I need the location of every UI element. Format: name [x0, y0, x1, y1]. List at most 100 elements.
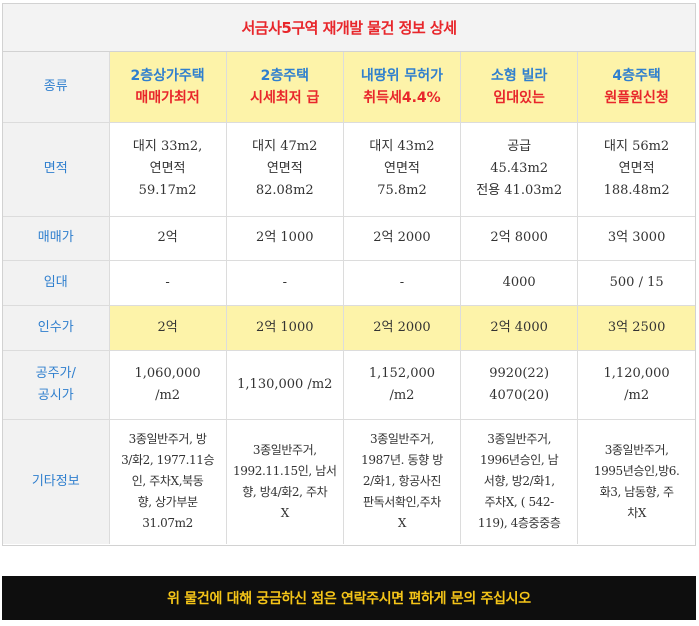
cell-line: 1,120,000	[603, 365, 670, 381]
label-area: 면적	[3, 122, 110, 217]
takeover-cell-3: 2억 2000	[343, 305, 462, 351]
kind-top: 소형 빌라	[490, 67, 548, 84]
label-rent: 임대	[3, 260, 110, 306]
rent-cell-4: 4000	[460, 260, 579, 306]
kind-bottom: 원플원신청	[604, 89, 669, 106]
cell-line: 188.48m2	[603, 183, 670, 198]
kind-top: 내땅위 무허가	[360, 67, 444, 84]
sale-cell-4: 2억 8000	[460, 216, 579, 261]
takeover-cell-5: 3억 2500	[577, 305, 695, 351]
kind-bottom: 매매가최저	[135, 89, 200, 106]
label-kind: 종류	[3, 52, 110, 123]
cell-line: 대지 33m2,	[132, 139, 203, 154]
row-area: 면적 대지 33m2, 연면적 59.17m2 대지 47m2 연면적 82.08m2 …	[3, 122, 695, 217]
cell-line: 31.07m2	[142, 516, 193, 531]
cell-line: 1987년. 동향 방	[361, 453, 443, 468]
sale-cell-3: 2억 2000	[343, 216, 462, 261]
cell-line: 3종일반주거,	[604, 442, 669, 457]
rent-cell-1: -	[109, 260, 227, 306]
cell-line: /m2	[624, 387, 650, 403]
cell-line: 주차X, ( 542-	[484, 495, 555, 510]
page-title: 서금사5구역 재개발 물건 정보 상세	[3, 4, 695, 52]
rent-cell-3: -	[343, 260, 462, 306]
cell-line: 59.17m2	[138, 183, 197, 198]
cell-line: 1,130,000 /m2	[237, 376, 333, 392]
kind-top: 4층주택	[612, 67, 661, 84]
cell-line: 공주가/	[35, 365, 76, 381]
cell-line: 3종일반주거,	[370, 432, 434, 447]
label-takeover: 인수가	[3, 305, 110, 351]
cell-line: 공시가	[37, 387, 74, 403]
cell-line: 1996년승인, 남	[479, 453, 559, 468]
row-price: 공주가/공시가 1,060,000/m2 1,130,000 /m2 1,152…	[3, 350, 695, 420]
price-cell-1: 1,060,000/m2	[109, 350, 227, 420]
cell-line: 연면적	[149, 161, 186, 176]
cell-line: 연면적	[384, 161, 420, 176]
cell-line: 1,060,000	[134, 365, 201, 381]
cell-line: 3종일반주거,	[487, 432, 552, 447]
cell-line: 대지 47m2	[252, 139, 318, 154]
cell-line: X	[280, 505, 290, 520]
cell-line: 공급	[507, 139, 532, 154]
cell-line: 3/화2, 1977.11승	[121, 453, 215, 468]
cell-line: 4070(20)	[489, 387, 550, 403]
row-rent: 임대 - - - 4000 500 / 15	[3, 260, 695, 306]
area-cell-3: 대지 43m2 연면적 75.8m2	[343, 122, 462, 217]
price-cell-5: 1,120,000/m2	[577, 350, 695, 420]
kind-top: 2층주택	[260, 67, 309, 84]
cell-line: 차X	[627, 505, 647, 520]
cell-line: /m2	[155, 387, 181, 403]
area-cell-5: 대지 56m2 연면적 188.48m2	[577, 122, 695, 217]
cell-line: 판독서확인,주차	[363, 495, 441, 510]
sale-cell-1: 2억	[109, 216, 227, 261]
cell-line: 연면적	[618, 161, 655, 176]
cell-line: 9920(22)	[489, 365, 550, 381]
cell-line: 1,152,000	[368, 365, 436, 381]
cell-line: 전용 41.03m2	[476, 183, 563, 198]
takeover-cell-1: 2억	[109, 305, 227, 351]
row-takeover: 인수가 2억 2억 1000 2억 2000 2억 4000 3억 2500	[3, 305, 695, 351]
cell-line: 2/화1, 항공사진	[362, 474, 442, 489]
cell-line: 82.08m2	[255, 183, 314, 198]
takeover-cell-2: 2억 1000	[226, 305, 344, 351]
price-cell-3: 1,152,000/m2	[343, 350, 462, 420]
kind-top: 2층상가주택	[130, 67, 205, 84]
cell-line: 3종일반주거, 방	[128, 432, 207, 447]
cell-line: 1992.11.15인, 남서	[233, 463, 337, 478]
kind-bottom: 시세최저 급	[250, 89, 320, 106]
rent-cell-2: -	[226, 260, 344, 306]
cell-line: 향, 상가부분	[137, 495, 198, 510]
cell-line: X	[397, 516, 407, 531]
cell-line: 대지 43m2	[369, 139, 435, 154]
cell-line: 1995년승인,방6.	[593, 463, 680, 478]
cell-line: 대지 56m2	[604, 139, 670, 154]
sale-cell-2: 2억 1000	[226, 216, 344, 261]
cell-line: 향, 방4/화2, 주차	[242, 484, 328, 499]
etc-cell-5: 3종일반주거, 1995년승인,방6. 화3, 남동향, 주 차X	[578, 419, 695, 544]
etc-cell-4: 3종일반주거, 1996년승인, 남 서향, 방2/화1, 주차X, ( 542- 11…	[460, 419, 579, 544]
price-cell-4: 9920(22) 4070(20)	[460, 350, 579, 420]
contact-banner: 위 물건에 대해 궁금하신 점은 연락주시면 편하게 문의 주십시오	[2, 576, 696, 620]
takeover-cell-4: 2억 4000	[460, 305, 579, 351]
cell-line: 3종일반주거,	[252, 442, 317, 457]
kind-bottom: 임대있는	[493, 89, 545, 106]
cell-line: 인, 주차X,북동	[131, 474, 204, 489]
kind-bottom: 취득세4.4%	[363, 89, 441, 106]
cell-line: 45.43m2	[490, 161, 549, 176]
label-etc: 기타정보	[3, 419, 110, 544]
area-cell-1: 대지 33m2, 연면적 59.17m2	[109, 122, 227, 217]
cell-line: 119), 4층중중층	[477, 516, 561, 531]
row-sale: 매매가 2억 2억 1000 2억 2000 2억 8000 3억 3000	[3, 216, 695, 261]
